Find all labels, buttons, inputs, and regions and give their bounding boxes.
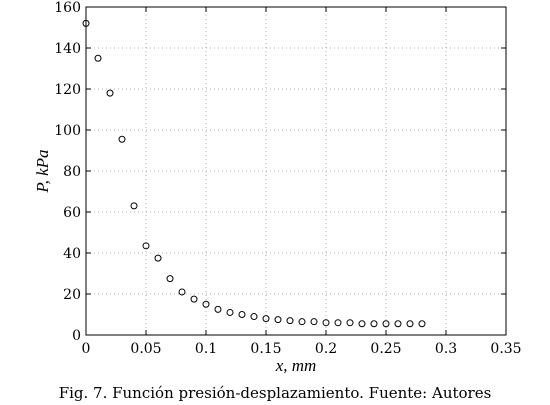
data-point (334, 319, 342, 327)
data-point (238, 311, 246, 318)
data-point (382, 320, 390, 328)
data-points (82, 19, 426, 328)
y-tick-label: 60 (63, 205, 81, 221)
x-tick-label: 0.05 (130, 341, 161, 357)
data-point (250, 313, 258, 321)
data-point (154, 254, 162, 262)
data-point (310, 318, 318, 326)
x-tick-label: 0.2 (315, 341, 337, 357)
data-point (370, 320, 378, 328)
data-point (322, 319, 330, 327)
data-point (226, 308, 234, 316)
figure-caption: Fig. 7. Función presión-desplazamiento. … (58, 384, 492, 402)
data-point (418, 320, 426, 328)
data-point (190, 295, 198, 303)
x-tick-label: 0.3 (435, 341, 457, 357)
data-point (166, 275, 174, 283)
x-tick-label: 0 (82, 341, 91, 357)
x-tick-label: 0.35 (490, 341, 521, 357)
data-point (286, 317, 294, 325)
y-tick-label: 100 (54, 123, 81, 139)
y-tick-label: 80 (63, 164, 81, 180)
y-tick-label: 120 (54, 82, 81, 98)
data-point (262, 315, 270, 323)
y-tick-label: 160 (54, 0, 81, 16)
y-axis-label: P, kPa (33, 149, 52, 193)
data-point (118, 135, 126, 143)
y-tick-label: 20 (63, 287, 81, 303)
y-tick-label: 40 (63, 246, 81, 262)
scatter-chart: 0 0.05 0.1 0.15 0.2 0.25 0.3 0.35 0 20 40 60 80 100 12… (33, 0, 522, 375)
data-point (142, 242, 150, 250)
grid (86, 7, 506, 335)
data-point (94, 54, 102, 62)
data-point (358, 320, 366, 328)
y-tick-label: 0 (72, 328, 81, 344)
data-point (130, 202, 138, 210)
data-point (106, 89, 114, 97)
data-point (178, 288, 186, 296)
x-tick-label: 0.25 (370, 341, 401, 357)
data-point (298, 318, 306, 326)
data-point (82, 19, 90, 27)
data-point (406, 320, 414, 328)
data-point (346, 319, 354, 327)
x-tick-label: 0.1 (195, 341, 217, 357)
x-tick-label: 0.15 (250, 341, 281, 357)
x-axis-label: x, mm (275, 356, 317, 375)
data-point (202, 300, 210, 308)
data-point (214, 305, 222, 313)
data-point (274, 316, 282, 324)
axis-ticks: 0 0.05 0.1 0.15 0.2 0.25 0.3 0.35 0 20 40 60 80 100 12… (54, 0, 521, 357)
y-tick-label: 140 (54, 41, 81, 57)
data-point (394, 320, 402, 328)
